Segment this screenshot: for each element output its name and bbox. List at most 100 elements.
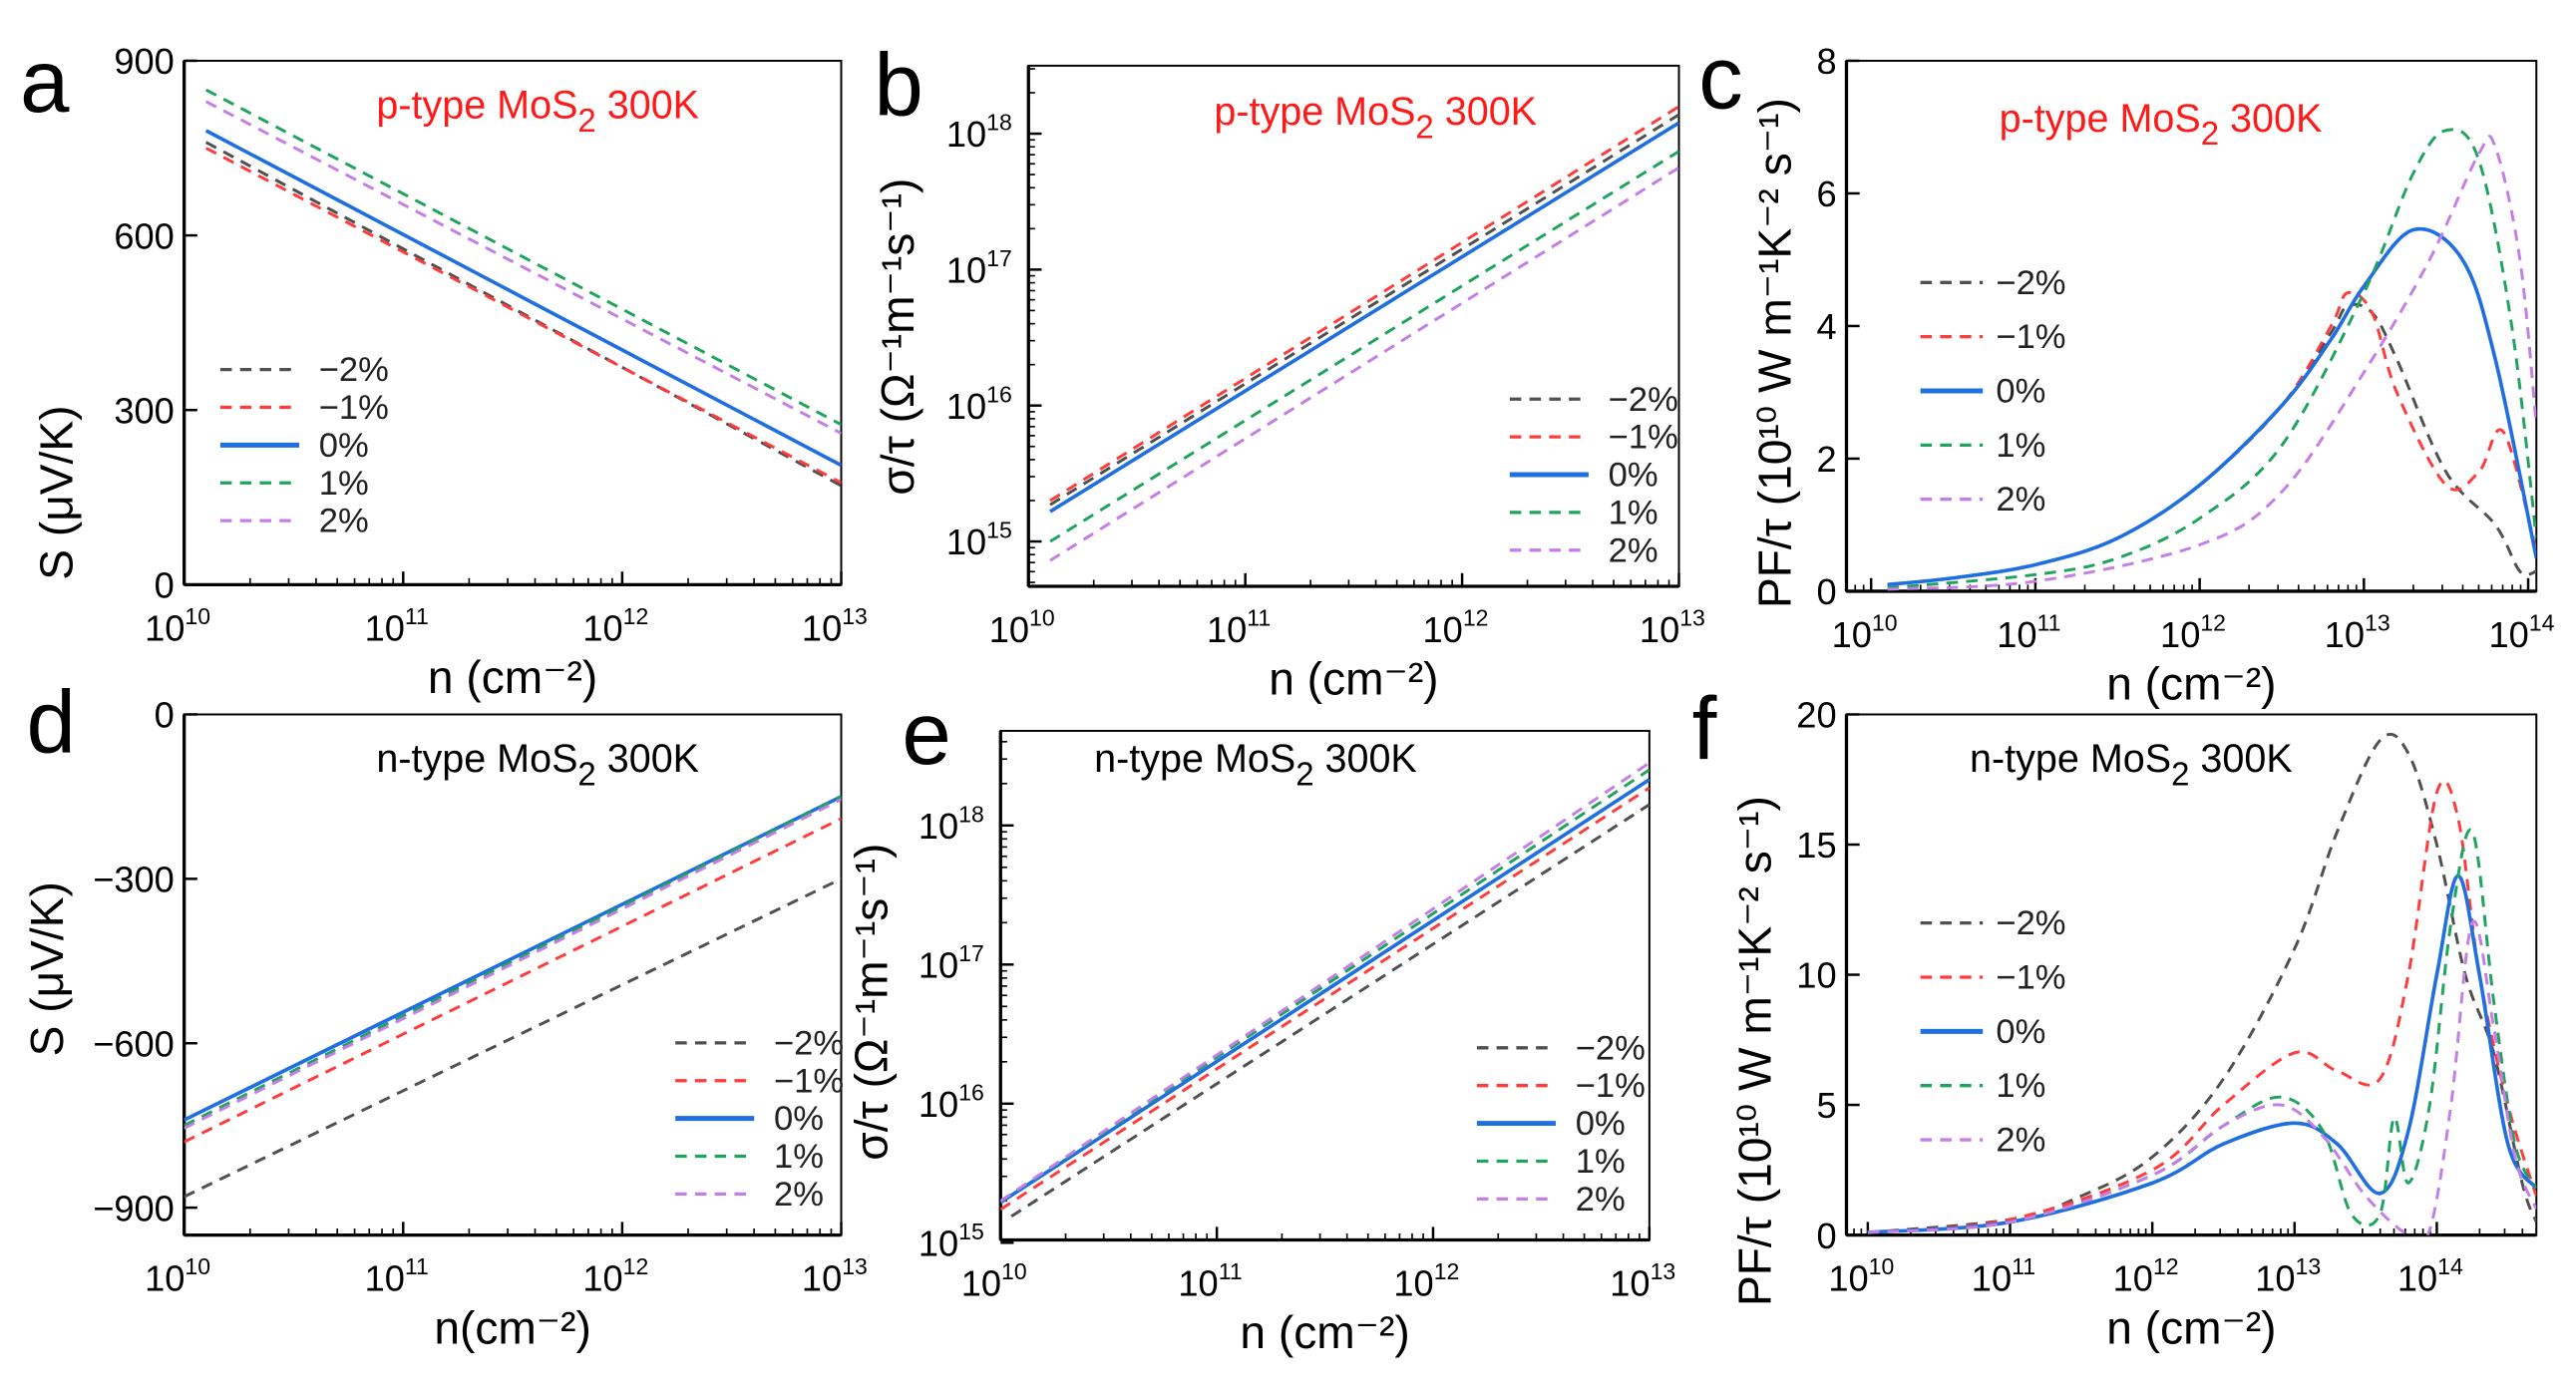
series-line-2pct bbox=[1867, 919, 2537, 1235]
y-tick-label: −600 bbox=[93, 1023, 175, 1064]
y-tick-label: 1015 bbox=[946, 518, 1012, 562]
series-line--1pct bbox=[184, 817, 842, 1144]
x-axis-label: n(cm⁻²) bbox=[434, 1301, 591, 1353]
series-line-2pct bbox=[1887, 135, 2537, 591]
series-line-1pct bbox=[1049, 150, 1679, 543]
y-tick-label: 4 bbox=[1816, 306, 1836, 347]
y-tick-label: 1016 bbox=[946, 381, 1012, 426]
title-suffix: 300K bbox=[1434, 90, 1537, 134]
y-tick-label: 300 bbox=[114, 390, 174, 431]
y-tick-label: 600 bbox=[114, 215, 174, 256]
x-tick-exponent: 12 bbox=[623, 1253, 649, 1279]
panel-title: n-type MoS2 300K bbox=[376, 737, 699, 792]
title-suffix: 300K bbox=[596, 737, 699, 781]
legend-label: −1% bbox=[1996, 959, 2065, 997]
legend-label: 1% bbox=[319, 465, 369, 503]
y-tick-label: 15 bbox=[1796, 825, 1836, 866]
series-line-0pct bbox=[1049, 121, 1679, 514]
title-subscript: 2 bbox=[2171, 755, 2189, 792]
legend-label: 1% bbox=[1996, 427, 2045, 465]
legend-label: 1% bbox=[1609, 494, 1658, 531]
x-tick-exponent: 12 bbox=[1434, 1258, 1460, 1284]
x-tick-exponent: 14 bbox=[2437, 1253, 2463, 1279]
legend-label: −1% bbox=[319, 389, 389, 427]
x-tick-label: 1011 bbox=[1972, 1253, 2035, 1298]
plot-frame bbox=[183, 59, 843, 586]
y-tick-exponent: 16 bbox=[986, 381, 1012, 407]
legend-label: −1% bbox=[774, 1062, 844, 1100]
legend-label: 1% bbox=[1996, 1067, 2045, 1105]
y-tick-label: −300 bbox=[93, 860, 175, 900]
legend-label: −2% bbox=[319, 351, 389, 389]
x-tick-exponent: 12 bbox=[2200, 609, 2226, 635]
panel-letter: e bbox=[902, 683, 950, 783]
x-tick-exponent: 10 bbox=[184, 603, 210, 629]
x-tick-label: 1012 bbox=[582, 1253, 648, 1298]
y-axis-label: PF/τ (10¹⁰ W m⁻¹K⁻² s⁻¹) bbox=[1749, 98, 1801, 608]
title-subscript: 2 bbox=[577, 755, 595, 792]
legend-label: 2% bbox=[1609, 531, 1658, 569]
legend-label: 2% bbox=[1576, 1181, 1626, 1219]
legend-label: −1% bbox=[1576, 1067, 1646, 1105]
plot-frame bbox=[1845, 713, 2538, 1236]
y-axis-label: S (μV/K) bbox=[21, 881, 73, 1056]
series-line-2pct bbox=[1000, 761, 1650, 1203]
y-tick-label: 8 bbox=[1816, 41, 1836, 82]
series-line-2pct bbox=[1049, 166, 1679, 562]
x-tick-label: 1011 bbox=[365, 603, 429, 648]
legend-label: −1% bbox=[1609, 419, 1678, 457]
legend-label: 0% bbox=[1576, 1105, 1626, 1143]
x-tick-exponent: 13 bbox=[842, 1253, 868, 1279]
title-subscript: 2 bbox=[2201, 115, 2219, 152]
x-tick-exponent: 12 bbox=[623, 603, 649, 629]
panel-title: p-type MoS2 300K bbox=[376, 84, 699, 139]
x-tick-label: 1012 bbox=[582, 603, 648, 648]
legend-label: 0% bbox=[1609, 457, 1658, 495]
x-tick-exponent: 13 bbox=[1679, 605, 1705, 631]
y-tick-label: 1018 bbox=[946, 110, 1012, 155]
x-axis-label: n (cm⁻²) bbox=[2106, 1301, 2276, 1353]
series-line--1pct bbox=[204, 147, 842, 485]
series-line--2pct bbox=[1887, 302, 2537, 586]
legend-label: −1% bbox=[1996, 318, 2065, 356]
series-line-1pct bbox=[204, 88, 842, 427]
series-line--1pct bbox=[1887, 290, 2537, 586]
panel-letter: d bbox=[27, 671, 76, 771]
y-tick-exponent: 17 bbox=[958, 940, 984, 966]
series-line-0pct bbox=[1867, 873, 2537, 1234]
x-tick-label: 1011 bbox=[1997, 609, 2060, 654]
legend-label: −2% bbox=[1576, 1029, 1646, 1067]
legend-label: 1% bbox=[774, 1138, 824, 1176]
series-line-0pct bbox=[1000, 778, 1650, 1205]
legend-label: 0% bbox=[774, 1100, 824, 1138]
x-tick-exponent: 10 bbox=[1029, 605, 1055, 631]
title-suffix: 300K bbox=[2219, 97, 2322, 141]
x-tick-label: 1010 bbox=[1832, 609, 1898, 654]
y-tick-exponent: 15 bbox=[958, 1219, 984, 1244]
title-suffix: 300K bbox=[1314, 737, 1417, 781]
series-line-0pct bbox=[204, 129, 842, 468]
y-tick-exponent: 18 bbox=[986, 110, 1012, 136]
y-tick-label: 1017 bbox=[919, 940, 984, 985]
legend-label: 0% bbox=[1996, 1013, 2045, 1051]
x-tick-exponent: 11 bbox=[2012, 1253, 2035, 1279]
x-tick-exponent: 13 bbox=[2365, 609, 2391, 635]
panel-letter: a bbox=[20, 31, 70, 131]
series-line-2pct bbox=[184, 798, 842, 1130]
x-tick-label: 1012 bbox=[2113, 1253, 2179, 1298]
x-tick-label: 1014 bbox=[2397, 1253, 2463, 1298]
y-tick-label: 2 bbox=[1816, 439, 1836, 480]
series-line--2pct bbox=[1049, 113, 1679, 507]
y-tick-label: 900 bbox=[114, 41, 174, 82]
x-tick-exponent: 10 bbox=[1001, 1258, 1027, 1284]
x-tick-label: 1012 bbox=[1393, 1258, 1459, 1303]
x-tick-label: 1013 bbox=[802, 1253, 868, 1298]
legend-label: 2% bbox=[774, 1176, 824, 1214]
y-axis-label: σ/τ (Ω⁻¹m⁻¹s⁻¹) bbox=[872, 178, 923, 496]
y-tick-exponent: 17 bbox=[986, 245, 1012, 271]
title-suffix: 300K bbox=[596, 84, 699, 128]
